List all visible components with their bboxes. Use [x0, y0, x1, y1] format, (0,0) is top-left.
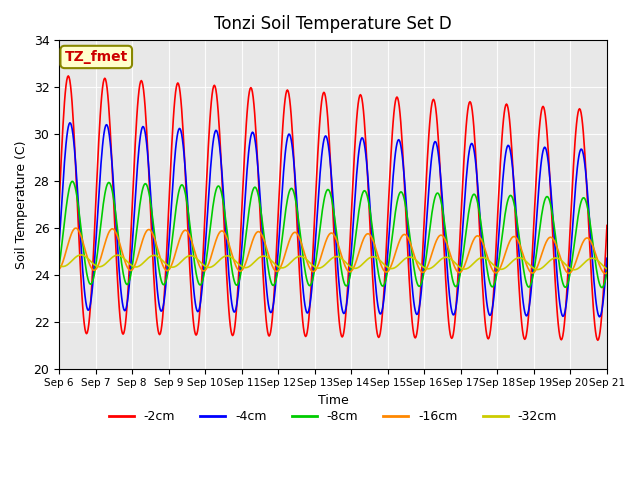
-32cm	[570, 267, 578, 273]
-2cm	[176, 90, 184, 96]
-4cm	[433, 141, 440, 147]
-4cm	[325, 150, 333, 156]
-32cm	[200, 263, 207, 268]
-16cm	[176, 235, 184, 241]
Line: -32cm: -32cm	[59, 255, 607, 270]
-8cm	[176, 184, 184, 190]
-8cm	[433, 191, 440, 197]
-16cm	[55, 266, 63, 272]
-4cm	[55, 241, 63, 247]
-2cm	[55, 202, 63, 207]
Line: -4cm: -4cm	[59, 123, 607, 317]
-16cm	[200, 268, 207, 274]
-32cm	[554, 255, 561, 261]
-8cm	[554, 249, 561, 255]
-32cm	[433, 261, 440, 266]
-32cm	[77, 252, 85, 258]
-2cm	[325, 138, 333, 144]
X-axis label: Time: Time	[317, 394, 348, 407]
-4cm	[176, 126, 184, 132]
Line: -2cm: -2cm	[59, 76, 607, 340]
-4cm	[200, 266, 207, 272]
-4cm	[379, 306, 387, 312]
Line: -16cm: -16cm	[59, 228, 607, 274]
-16cm	[325, 231, 333, 237]
-16cm	[433, 238, 440, 243]
Text: TZ_fmet: TZ_fmet	[65, 50, 128, 64]
-32cm	[603, 266, 611, 272]
-32cm	[325, 258, 333, 264]
-4cm	[595, 314, 603, 320]
-8cm	[379, 283, 387, 289]
-2cm	[603, 223, 611, 228]
-2cm	[433, 113, 440, 119]
-32cm	[176, 260, 184, 265]
-2cm	[65, 73, 72, 79]
-32cm	[379, 260, 387, 266]
-8cm	[55, 263, 63, 269]
-32cm	[55, 263, 63, 268]
-16cm	[554, 246, 561, 252]
-8cm	[598, 285, 605, 290]
-8cm	[68, 179, 76, 184]
-16cm	[379, 265, 387, 271]
-16cm	[602, 271, 609, 276]
-2cm	[200, 240, 207, 245]
-8cm	[603, 269, 611, 275]
Y-axis label: Soil Temperature (C): Soil Temperature (C)	[15, 140, 28, 269]
-2cm	[554, 313, 561, 319]
Title: Tonzi Soil Temperature Set D: Tonzi Soil Temperature Set D	[214, 15, 452, 33]
-16cm	[603, 270, 611, 276]
-4cm	[554, 278, 561, 284]
Legend: -2cm, -4cm, -8cm, -16cm, -32cm: -2cm, -4cm, -8cm, -16cm, -32cm	[104, 405, 562, 428]
-2cm	[379, 310, 387, 315]
-8cm	[325, 188, 333, 193]
-4cm	[66, 120, 74, 126]
Line: -8cm: -8cm	[59, 181, 607, 288]
-8cm	[200, 273, 207, 279]
-2cm	[594, 337, 602, 343]
-16cm	[72, 225, 80, 231]
-4cm	[603, 255, 611, 261]
